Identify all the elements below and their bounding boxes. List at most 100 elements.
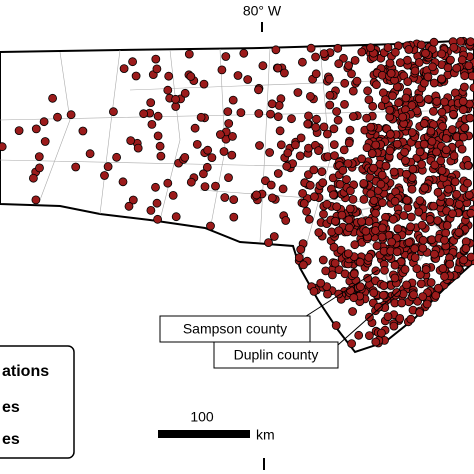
location-dot [309,286,319,296]
location-dot [410,253,420,263]
location-dot [345,125,355,135]
location-dot [219,147,229,156]
location-dot [153,131,163,141]
location-dot [404,237,414,247]
location-dot [432,96,442,106]
location-dot [369,163,378,173]
location-dot [200,182,210,192]
location-dot [449,151,459,161]
location-dot [373,302,383,312]
location-dot [78,126,88,136]
location-dot [202,162,212,172]
location-dot [390,196,400,206]
location-dot [186,177,196,187]
location-dot [314,146,323,156]
location-dot [349,269,359,279]
location-dot [357,47,367,57]
location-dot [334,226,344,236]
location-dot [340,78,350,88]
location-dot [460,123,470,133]
location-dot [407,128,417,137]
location-dot [337,210,347,220]
location-dot [48,93,57,103]
location-dot [416,40,426,50]
location-dot [465,113,474,123]
location-dot [432,147,441,157]
location-dot [126,136,136,146]
location-dot [53,112,62,122]
location-dot [29,173,38,183]
location-dot [454,199,464,209]
location-dot [347,69,356,79]
location-dot [316,278,326,288]
location-dot [279,68,289,78]
location-dot [441,134,451,143]
location-dot [380,95,390,104]
location-dot [394,98,403,108]
location-dot [199,79,209,89]
location-dot [466,252,474,262]
location-dot [395,313,405,323]
location-dot [317,167,327,177]
location-dot [385,58,395,68]
location-dot [128,57,138,67]
location-dot [440,235,449,245]
callout-box [213,341,339,369]
location-dot [344,215,354,225]
location-dot [276,140,286,150]
location-dot [163,178,173,188]
location-dot [362,113,372,123]
location-dot [217,65,227,75]
location-dot [35,163,44,173]
location-dot [390,47,400,57]
location-dot [186,72,196,81]
location-dot [252,190,261,200]
location-dot [376,328,386,338]
location-dot [282,161,292,171]
location-dot [438,122,448,131]
location-dot [460,71,470,81]
location-dot [417,159,427,169]
location-dot [180,88,190,98]
location-dot [314,228,324,237]
location-dot [464,190,474,200]
location-dot [430,160,440,170]
location-dot [444,184,453,194]
location-dot [452,189,462,199]
location-dot [325,90,335,100]
location-dot [293,88,303,97]
location-dot [409,290,419,300]
location-dot [139,109,149,119]
location-dot [415,147,425,157]
location-dot [298,188,308,198]
location-dot [423,72,433,82]
location-dot [389,167,399,177]
location-dot [395,58,405,67]
location-dot [355,282,365,292]
location-dot [304,214,314,224]
location-dot [363,273,373,283]
location-dot [441,145,451,155]
location-dot [265,148,275,157]
location-dot [348,112,358,121]
location-dot [322,199,332,209]
location-dot [321,266,331,276]
location-dot [433,283,443,293]
location-dot [323,289,332,299]
location-dot [427,235,437,245]
location-dot [124,201,134,211]
location-dot [407,101,417,110]
location-dot [206,221,215,231]
location-dot [361,226,371,236]
location-dot [420,183,430,193]
location-dot [352,76,362,86]
location-dot [422,299,432,309]
location-dot [429,249,439,259]
location-dot [146,205,156,215]
location-dot [401,93,411,103]
location-dot [339,53,348,63]
location-dot [350,56,360,65]
location-dot [400,264,410,274]
location-dot [402,280,411,290]
location-dot [448,209,457,219]
